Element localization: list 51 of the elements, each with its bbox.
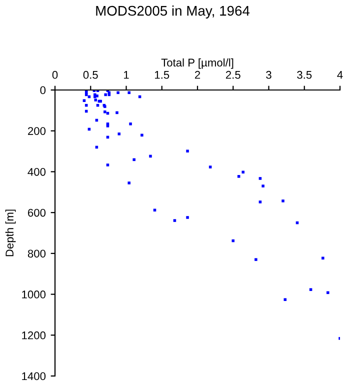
y-tick-label: 1200 bbox=[22, 331, 46, 340]
point bbox=[104, 93, 107, 96]
point bbox=[186, 216, 189, 219]
y-tick-label: 800 bbox=[28, 250, 46, 258]
point bbox=[116, 111, 118, 114]
point bbox=[140, 134, 144, 137]
point bbox=[173, 219, 176, 222]
point bbox=[106, 164, 110, 166]
point bbox=[254, 258, 258, 261]
x-tick-label: 0 bbox=[52, 70, 58, 79]
point bbox=[326, 291, 330, 294]
point bbox=[232, 239, 235, 242]
point bbox=[242, 170, 244, 174]
point bbox=[208, 166, 212, 168]
point bbox=[116, 91, 120, 94]
chart-title: MODS2005 in May, 1964 bbox=[96, 6, 250, 18]
point bbox=[128, 182, 130, 184]
x-tick-label: 3.5 bbox=[297, 70, 312, 79]
point bbox=[237, 175, 240, 178]
point bbox=[262, 184, 264, 188]
point bbox=[129, 122, 132, 126]
y-tick-label: 1000 bbox=[22, 290, 46, 298]
point bbox=[284, 298, 287, 301]
x-tick-label: 2.5 bbox=[226, 70, 240, 79]
x-tick-label: 1 bbox=[124, 71, 129, 79]
y-tick-label: 200 bbox=[28, 127, 46, 135]
x-tick-label: 4 bbox=[337, 71, 343, 79]
y-tick-label: 400 bbox=[28, 168, 46, 176]
point bbox=[94, 98, 97, 102]
point bbox=[258, 200, 262, 204]
point bbox=[186, 150, 189, 152]
point bbox=[282, 200, 284, 202]
point bbox=[128, 91, 130, 94]
x-tick-label: 0.5 bbox=[83, 70, 98, 79]
x-tick-label: 3 bbox=[266, 70, 272, 79]
y-tick-label: 600 bbox=[28, 208, 46, 217]
point bbox=[149, 154, 152, 158]
point bbox=[153, 208, 156, 212]
point bbox=[118, 132, 121, 136]
y-tick-label: 0 bbox=[40, 86, 46, 94]
point bbox=[103, 110, 106, 114]
point bbox=[322, 256, 324, 260]
x-axis-title: Total P [µmol/l] bbox=[161, 58, 234, 69]
point bbox=[258, 177, 262, 180]
y-tick-label: 1400 bbox=[22, 372, 46, 380]
point bbox=[132, 158, 136, 162]
x-tick-label: 1.5 bbox=[155, 71, 170, 79]
y-axis-title: Depth [m] bbox=[5, 210, 16, 256]
point bbox=[82, 99, 86, 102]
point bbox=[309, 288, 312, 291]
x-tick-label: 2 bbox=[194, 70, 200, 79]
